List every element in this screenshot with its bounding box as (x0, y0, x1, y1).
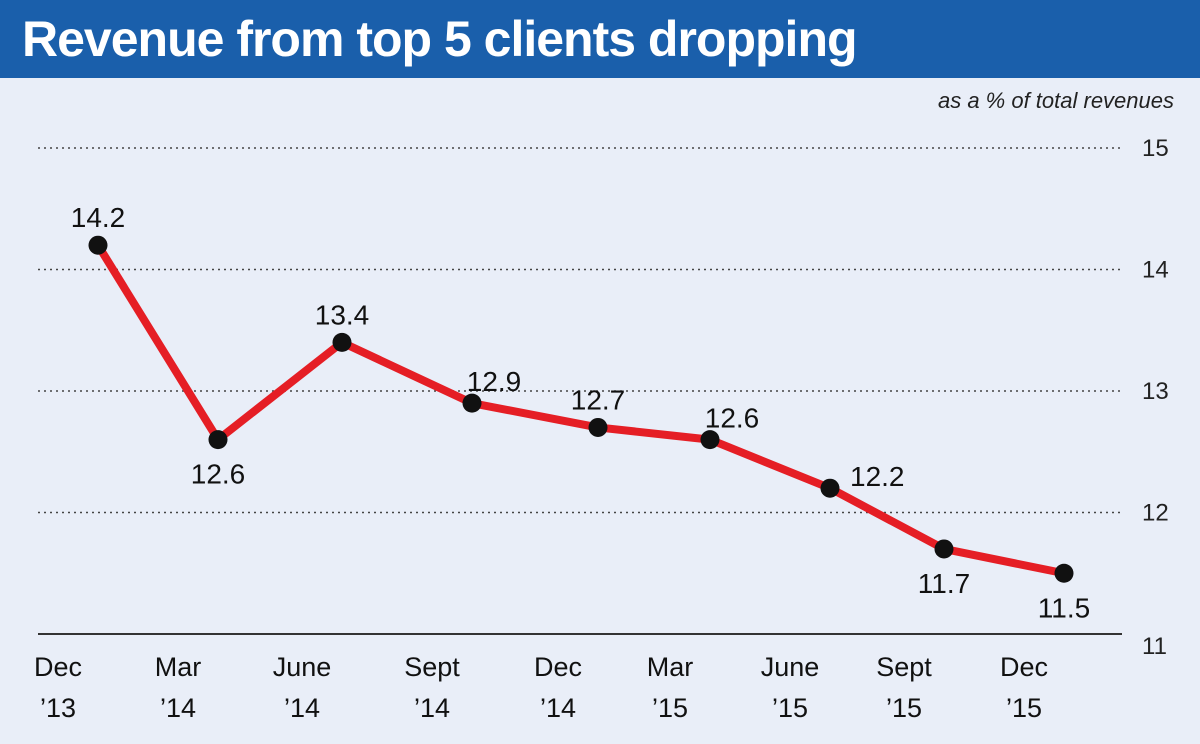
data-point (820, 478, 840, 498)
x-tick-label-year: ’14 (284, 693, 320, 723)
x-tick-label: Mar (155, 652, 202, 682)
y-tick-label: 11 (1142, 633, 1167, 660)
data-label: 14.2 (71, 202, 126, 233)
data-point (462, 393, 482, 413)
x-tick-label: Sept (404, 652, 460, 682)
data-label: 12.6 (191, 459, 246, 490)
x-tick-label-year: ’15 (1006, 693, 1042, 723)
chart-subtitle: as a % of total revenues (937, 88, 1174, 113)
x-tick-label-year: ’15 (886, 693, 922, 723)
x-tick-label: June (273, 652, 332, 682)
data-point (700, 430, 720, 450)
data-label: 12.2 (850, 461, 905, 492)
data-label: 12.7 (571, 384, 626, 415)
x-tick-label-year: ’15 (652, 693, 688, 723)
x-tick-label-year: ’15 (772, 693, 808, 723)
data-point (88, 235, 108, 255)
data-label: 12.9 (467, 366, 522, 397)
data-point (934, 539, 954, 559)
data-label: 11.7 (918, 568, 970, 599)
x-tick-label: Sept (876, 652, 932, 682)
data-point (332, 332, 352, 352)
x-tick-label: Dec (534, 652, 582, 682)
y-tick-label: 14 (1142, 257, 1169, 284)
x-tick-label: Mar (647, 652, 694, 682)
data-label: 13.4 (315, 299, 370, 330)
data-label: 12.6 (705, 403, 760, 434)
y-tick-label: 15 (1142, 135, 1169, 162)
x-tick-label-year: ’14 (540, 693, 576, 723)
y-tick-label: 12 (1142, 500, 1169, 527)
x-tick-label: Dec (34, 652, 82, 682)
title-bar: Revenue from top 5 clients dropping (0, 0, 1200, 78)
x-tick-label-year: ’13 (40, 693, 76, 723)
y-tick-label: 13 (1142, 378, 1169, 405)
chart-title: Revenue from top 5 clients dropping (22, 11, 858, 67)
data-point (1054, 563, 1074, 583)
x-tick-label: Dec (1000, 652, 1048, 682)
data-point (208, 430, 228, 450)
x-tick-label-year: ’14 (160, 693, 196, 723)
x-tick-label-year: ’14 (414, 693, 450, 723)
x-tick-label: June (761, 652, 820, 682)
data-label: 11.5 (1038, 592, 1090, 623)
data-point (588, 417, 608, 437)
